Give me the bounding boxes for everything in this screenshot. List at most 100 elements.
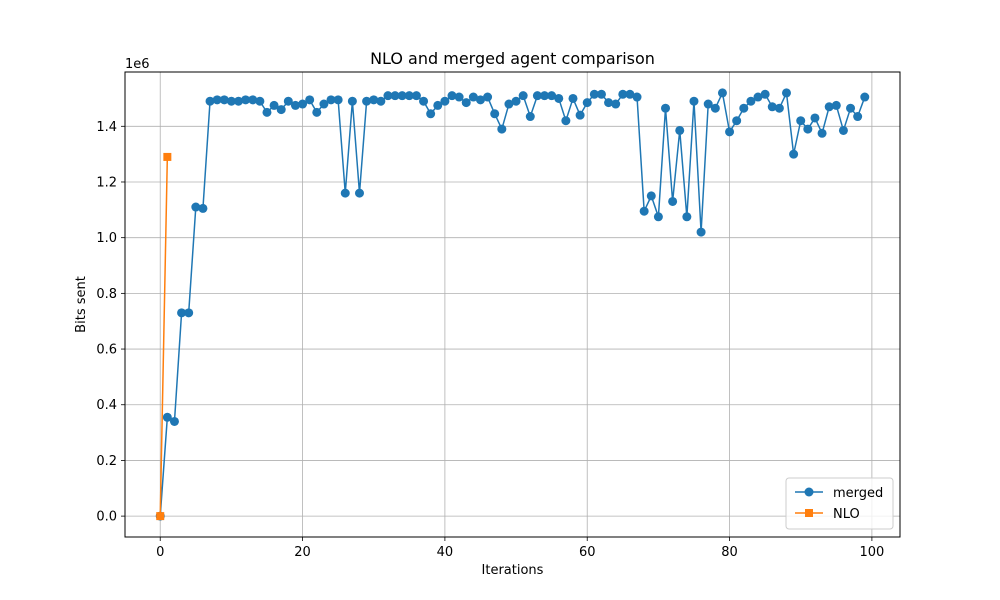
data-point-merged [824, 102, 834, 112]
data-point-merged [632, 92, 642, 102]
y-tick-label: 0.8 [96, 287, 117, 302]
data-point-merged [846, 103, 856, 113]
data-point-merged [290, 100, 300, 110]
data-point-merged [739, 103, 749, 113]
y-tick-label: 0.2 [96, 454, 117, 469]
data-point-merged [767, 102, 777, 112]
data-point-merged [682, 212, 692, 222]
data-point-merged [497, 124, 507, 134]
data-point-merged [831, 100, 841, 110]
data-point-merged [340, 188, 350, 198]
data-point-merged [732, 116, 742, 126]
data-point-merged [725, 127, 735, 137]
data-point-merged [454, 92, 464, 102]
data-point-merged [483, 92, 493, 102]
data-point-merged [362, 96, 372, 106]
data-point-merged [532, 91, 542, 101]
data-point-merged [255, 96, 265, 106]
series-line-nlo [159, 156, 169, 517]
y-tick-label: 0.4 [96, 398, 117, 413]
series-merged [155, 88, 870, 521]
data-point-merged [561, 116, 571, 126]
data-point-merged [226, 96, 236, 106]
x-tick-label: 40 [437, 545, 454, 560]
plot-area [155, 88, 870, 521]
x-tick-label: 0 [156, 545, 164, 560]
data-point-merged [298, 99, 308, 109]
data-point-merged [319, 99, 329, 109]
data-point-merged [540, 91, 550, 101]
data-point-merged [582, 98, 592, 108]
data-point-merged [774, 103, 784, 113]
data-point-merged [383, 91, 393, 101]
data-point-merged [810, 113, 820, 123]
legend-label-merged: merged [833, 486, 883, 501]
y-axis-ticks: 0.0 0.2 0.4 0.6 0.8 1.0 1.2 1.4 [96, 120, 125, 525]
data-point-merged [305, 95, 315, 105]
axes-frame [124, 71, 901, 538]
data-point-merged [860, 92, 870, 102]
data-point-merged [369, 95, 379, 105]
data-point-merged [354, 188, 364, 198]
data-point-merged [625, 89, 635, 99]
y-tick-label: 1.0 [96, 231, 117, 246]
data-point-merged [696, 227, 706, 237]
data-point-merged [817, 128, 827, 138]
data-point-merged [511, 96, 521, 106]
y-tick-label: 1.2 [96, 175, 117, 190]
data-point-merged [604, 98, 614, 108]
data-point-merged [554, 93, 564, 103]
data-point-merged [411, 91, 421, 101]
data-point-merged [447, 91, 457, 101]
data-point-merged [789, 149, 799, 159]
data-point-merged [177, 308, 187, 318]
x-tick-label: 80 [721, 545, 738, 560]
data-point-merged [404, 91, 414, 101]
data-point-merged [433, 100, 443, 110]
data-point-merged [461, 98, 471, 108]
x-axis-label: Iterations [482, 563, 544, 578]
data-point-merged [853, 112, 863, 122]
x-tick-label: 20 [294, 545, 311, 560]
data-point-merged [611, 99, 621, 109]
data-point-merged [504, 99, 514, 109]
chart-title: NLO and merged agent comparison [370, 49, 655, 68]
legend-marker-merged [804, 487, 814, 497]
data-point-merged [589, 89, 599, 99]
data-point-merged [269, 100, 279, 110]
data-point-merged [312, 107, 322, 117]
data-point-merged [646, 191, 656, 201]
data-point-merged [575, 110, 585, 120]
data-point-nlo [156, 512, 165, 521]
data-point-merged [490, 109, 500, 119]
grid [125, 72, 900, 537]
data-point-merged [162, 412, 172, 422]
legend-entry-merged: merged [795, 486, 883, 501]
data-point-merged [547, 91, 557, 101]
data-point-merged [184, 308, 194, 318]
data-point-merged [653, 212, 663, 222]
data-point-merged [426, 109, 436, 119]
data-point-merged [347, 96, 357, 106]
x-axis-ticks: 0 20 40 60 80 100 [156, 537, 884, 560]
series-nlo [156, 152, 172, 521]
data-point-merged [760, 89, 770, 99]
data-point-merged [639, 206, 649, 216]
data-point-merged [326, 95, 336, 105]
data-point-merged [703, 99, 713, 109]
data-point-merged [397, 91, 407, 101]
data-point-merged [568, 93, 578, 103]
data-point-merged [205, 96, 215, 106]
x-tick-label: 60 [579, 545, 596, 560]
data-point-merged [796, 116, 806, 126]
data-point-merged [518, 91, 528, 101]
data-point-merged [262, 107, 272, 117]
data-point-merged [191, 202, 201, 212]
data-point-merged [390, 91, 400, 101]
y-axis-label: Bits sent [74, 276, 89, 333]
legend: merged NLO [785, 477, 894, 530]
y-axis-offset-text: 1e6 [125, 57, 150, 72]
data-point-merged [376, 96, 386, 106]
data-point-merged [781, 88, 791, 98]
